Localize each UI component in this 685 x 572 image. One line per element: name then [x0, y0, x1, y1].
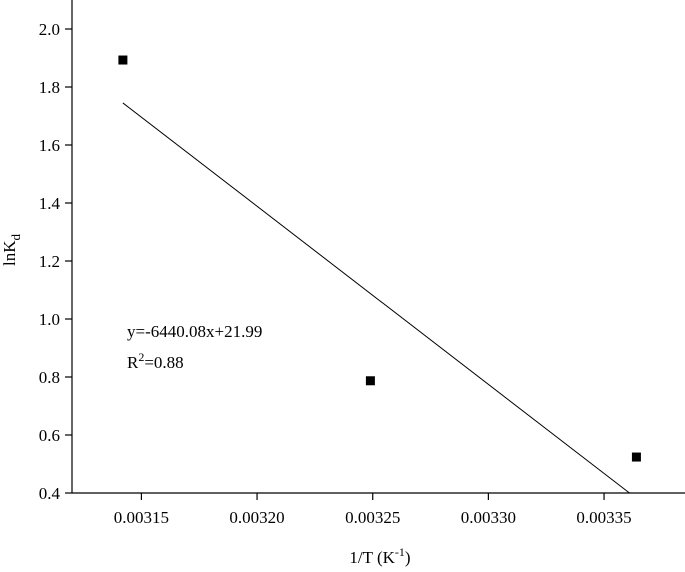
data-point: [631, 452, 641, 462]
y-tick-label: 1.0: [39, 310, 60, 329]
x-axis-label-main: 1/T (K: [349, 548, 395, 567]
x-axis-label-sup: -1: [395, 545, 405, 559]
y-tick-label: 0.8: [39, 368, 60, 387]
data-point: [365, 376, 375, 386]
y-axis-label: lnKd: [0, 234, 23, 267]
y-tick-label: 0.6: [39, 426, 60, 445]
fit-line: [122, 102, 630, 494]
y-tick-label: 1.2: [39, 252, 60, 271]
x-tick-label: 0.00330: [461, 508, 516, 527]
y-tick-label: 1.6: [39, 136, 60, 155]
y-tick-label: 1.8: [39, 78, 60, 97]
y-tick-label: 2.0: [39, 20, 60, 39]
x-tick-label: 0.00335: [576, 508, 631, 527]
r2-sup: 2: [138, 350, 144, 364]
r2-text: R: [127, 353, 139, 372]
x-tick-label: 0.00315: [114, 508, 169, 527]
x-tick-label: 0.00320: [229, 508, 284, 527]
x-axis-label-end: ): [405, 548, 411, 567]
y-tick-label: 1.4: [39, 194, 61, 213]
y-tick-label: 0.4: [39, 484, 61, 503]
x-tick-label: 0.00325: [345, 508, 400, 527]
y-axis-label-main: lnK: [0, 240, 19, 266]
y-axis-label-sub: d: [8, 234, 23, 241]
data-point: [118, 55, 128, 65]
equation-text: y=-6440.08x+21.99: [127, 322, 262, 341]
x-axis-label: 1/T (K-1): [349, 545, 410, 567]
r2-value: =0.88: [144, 353, 183, 372]
equation-annotation: y=-6440.08x+21.99: [127, 322, 262, 341]
r2-annotation: R2=0.88: [127, 350, 184, 372]
